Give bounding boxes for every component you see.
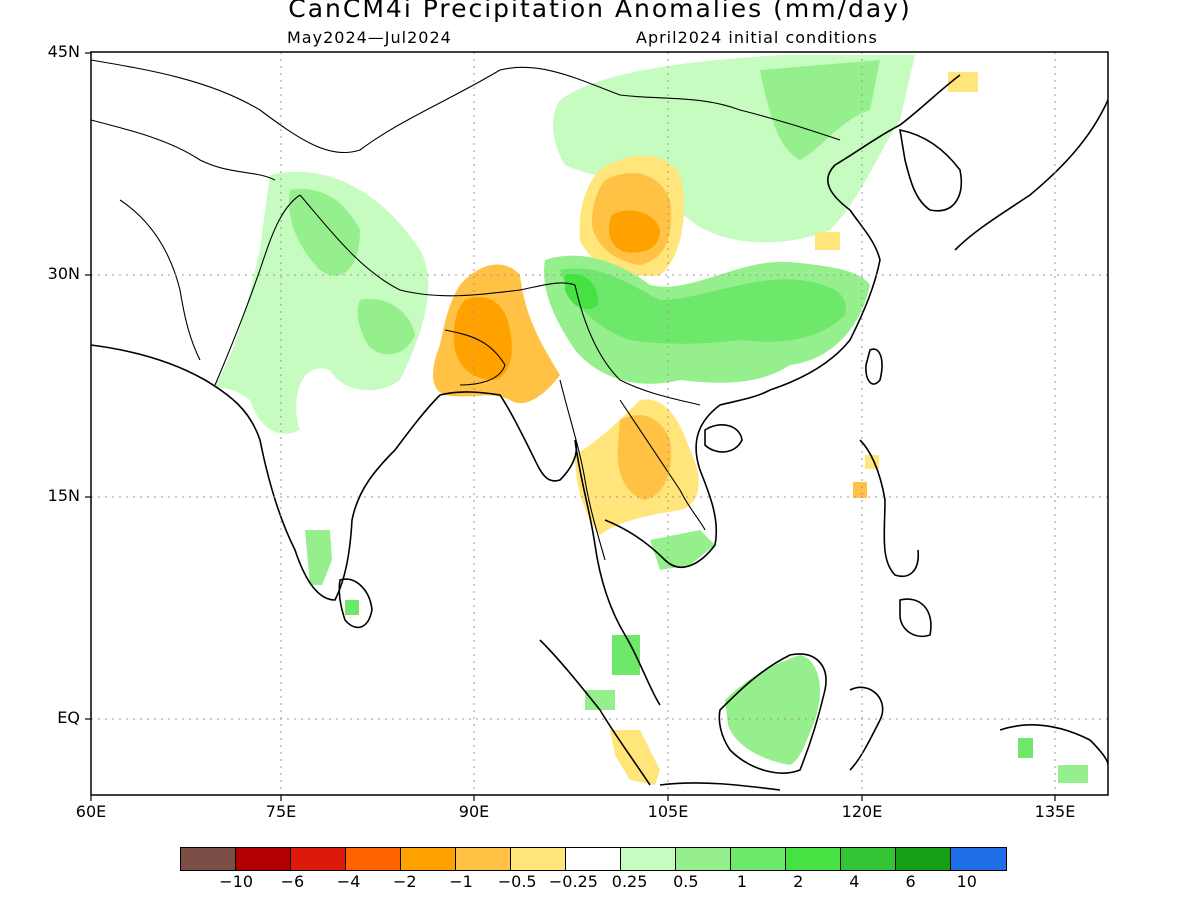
chart-title: CanCM4i Precipitation Anomalies (mm/day) <box>288 0 912 23</box>
anomaly-south-china-wet-core <box>560 268 846 344</box>
border-iran-afghan <box>119 199 201 361</box>
coast-indochina <box>604 389 771 569</box>
border-himalaya <box>299 194 576 297</box>
initial-conditions: April2024 initial conditions <box>636 28 878 47</box>
anomaly-laos-dry <box>617 415 672 500</box>
colorbar-box <box>786 848 841 870</box>
coast-java <box>659 782 781 791</box>
colorbar-tick-label: 6 <box>905 872 916 891</box>
coast-new-guinea <box>999 724 1108 766</box>
colorbar-tick-label: 4 <box>849 872 860 891</box>
anomaly-tibet-dry-core <box>608 210 660 253</box>
colorbar-tick-label: −0.5 <box>497 872 537 891</box>
coast-mindanao <box>899 598 932 637</box>
colorbar-box <box>456 848 511 870</box>
colorbar-tick-label: 2 <box>793 872 804 891</box>
coast-japan <box>954 99 1108 251</box>
anomaly-kerala-wet <box>305 530 332 585</box>
anomaly-north-india-wet <box>215 171 429 434</box>
lat-label-15n: 15N <box>47 486 80 505</box>
colorbar-tick-label: −4 <box>336 872 361 891</box>
anomaly-bangladesh-dry-core <box>453 297 512 380</box>
lon-label-120e: 120E <box>841 802 883 821</box>
border-pakistan-india <box>214 194 301 386</box>
colorbar-box <box>731 848 786 870</box>
anomaly-nepal-wet <box>357 299 415 355</box>
border-myanmar-thailand <box>559 379 606 561</box>
forecast-period: May2024—Jul2024 <box>287 28 452 47</box>
anomaly-shanghai-dry <box>815 232 840 250</box>
coast-luzon <box>859 439 920 577</box>
colorbar-box <box>401 848 456 870</box>
colorbar-box <box>951 848 1006 870</box>
lon-label-60e: 60E <box>75 802 107 821</box>
anomaly-borneo-wet <box>725 655 820 765</box>
anomaly-sulawesi-wet <box>1018 738 1033 758</box>
gridlines <box>91 52 1108 795</box>
colorbar-box <box>566 848 621 870</box>
coast-borneo <box>718 653 827 774</box>
colorbar-box <box>841 848 896 870</box>
border-china-southeast-asia <box>574 284 701 406</box>
colorbar-box <box>236 848 291 870</box>
lat-label-eq: EQ <box>57 708 80 727</box>
lat-label-45n: 45N <box>47 42 80 61</box>
anomaly-himalaya-wet <box>289 189 360 276</box>
anomaly-mekong-wet <box>650 530 715 570</box>
anomaly-luzon-dry <box>853 482 867 498</box>
colorbar-tick-label: −6 <box>280 872 305 891</box>
border-central-asia <box>91 119 276 181</box>
coast-sri-lanka <box>338 578 373 629</box>
colorbar-box <box>511 848 566 870</box>
coast-india-west <box>91 344 441 601</box>
anomaly-mongolia-wet-core <box>760 60 880 160</box>
colorbar-box <box>181 848 236 870</box>
anomaly-yunnan-wet <box>565 274 599 310</box>
colorbar-tick-label: −1 <box>449 872 473 891</box>
lon-label-90e: 90E <box>458 802 490 821</box>
coast-sumatra <box>539 639 651 786</box>
lon-label-135e: 135E <box>1034 802 1076 821</box>
lon-label-105e: 105E <box>647 802 689 821</box>
anomaly-korea-dry <box>948 72 978 92</box>
lat-label-30n: 30N <box>47 264 80 283</box>
coastlines <box>91 74 1108 791</box>
anomaly-sumatra-wet <box>585 690 615 710</box>
axis-ticks <box>85 52 1056 801</box>
coast-taiwan <box>865 348 883 385</box>
precipitation-map <box>85 51 1109 801</box>
colorbar-box <box>896 848 951 870</box>
coast-hainan <box>704 424 743 453</box>
colorbar-tick-label: 0.25 <box>611 872 648 891</box>
colorbar-box <box>291 848 346 870</box>
colorbar-tick-label: 1 <box>736 872 748 891</box>
map-frame <box>90 51 1109 796</box>
colorbar-box <box>346 848 401 870</box>
border-laos-vietnam <box>619 399 706 531</box>
border-china-north <box>91 59 841 154</box>
coast-bay-of-bengal <box>439 391 578 482</box>
lon-label-75e: 75E <box>265 802 297 821</box>
border-bangladesh <box>444 329 506 386</box>
colorbar-box <box>676 848 731 870</box>
coast-south-china <box>769 209 881 391</box>
anomaly-sri-lanka-wet <box>345 600 359 615</box>
anomaly-shading <box>215 55 1088 785</box>
anomaly-new-guinea-wet <box>1058 765 1088 783</box>
coast-myanmar-malaya <box>574 439 661 706</box>
colorbar <box>180 847 1007 871</box>
coast-korea <box>899 128 962 212</box>
colorbar-tick-label: 10 <box>956 872 977 891</box>
country-borders <box>91 59 841 561</box>
coast-sulawesi <box>849 686 884 771</box>
colorbar-tick-label: −0.25 <box>548 872 598 891</box>
colorbar-tick-label: −2 <box>393 872 417 891</box>
colorbar-tick-label: −10 <box>219 872 254 891</box>
colorbar-tick-label: 0.5 <box>673 872 699 891</box>
coast-east-china <box>826 74 961 211</box>
colorbar-box <box>621 848 676 870</box>
